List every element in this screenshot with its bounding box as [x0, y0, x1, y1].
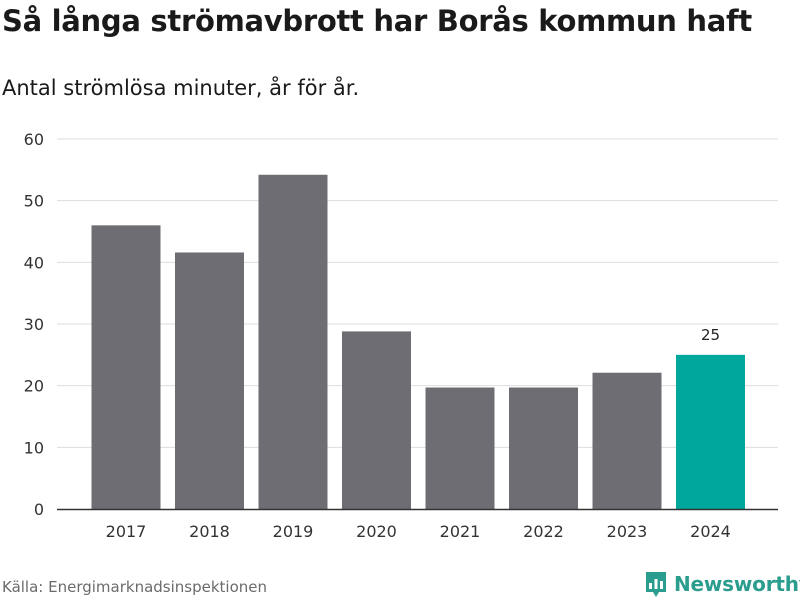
source-note: Källa: Energimarknadsinspektionen — [2, 578, 268, 596]
x-tick-label: 2024 — [690, 522, 731, 541]
bar-2020 — [342, 331, 411, 509]
y-tick-label: 40 — [24, 253, 44, 272]
bar-2018 — [175, 252, 244, 509]
x-tick-label: 2023 — [607, 522, 648, 541]
brand-name: Newsworthy — [674, 572, 800, 596]
y-tick-label: 50 — [24, 192, 44, 211]
x-tick-label: 2020 — [356, 522, 397, 541]
chart-title: Så långa strömavbrott har Borås kommun h… — [2, 4, 752, 38]
newsworthy-logo[interactable]: Newsworthy — [644, 569, 800, 599]
y-tick-label: 0 — [34, 500, 44, 519]
newsworthy-logo-icon — [646, 572, 666, 597]
chart-subtitle: Antal strömlösa minuter, år för år. — [2, 76, 360, 100]
bar-2019 — [258, 174, 328, 509]
x-tick-label: 2022 — [523, 522, 564, 541]
bar-2024 — [676, 354, 745, 509]
data-label: 25 — [701, 326, 720, 344]
x-tick-label: 2017 — [106, 522, 147, 541]
bar-2021 — [425, 387, 495, 509]
y-tick-label: 10 — [24, 438, 44, 457]
y-tick-label: 20 — [24, 377, 44, 396]
y-tick-label: 30 — [24, 315, 44, 334]
bar-2023 — [592, 372, 662, 509]
bar-2017 — [91, 225, 161, 510]
x-tick-label: 2019 — [273, 522, 314, 541]
bar-2022 — [509, 387, 578, 509]
x-tick-label: 2021 — [440, 522, 481, 541]
y-tick-label: 60 — [24, 130, 44, 149]
x-tick-label: 2018 — [189, 522, 230, 541]
